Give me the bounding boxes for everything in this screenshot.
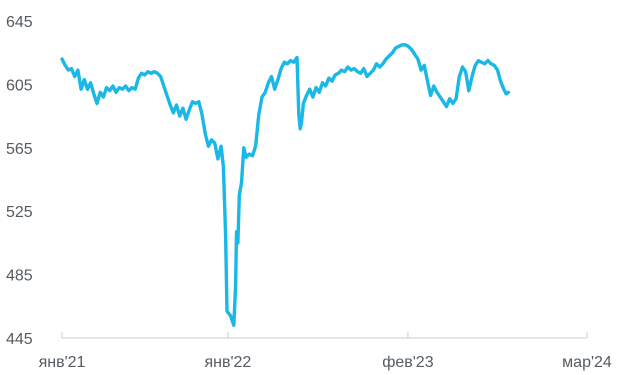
y-tick-label: 485	[6, 268, 33, 285]
x-tick-label: мар'24	[562, 354, 612, 371]
y-axis-ticks: 645 605 565 525 485 445	[6, 14, 33, 348]
y-tick-label: 645	[6, 14, 33, 31]
y-tick-label: 525	[6, 204, 33, 221]
y-tick-label: 565	[6, 141, 33, 158]
series-line	[60, 43, 511, 327]
x-tick-label: янв'22	[204, 354, 251, 371]
x-tick-label: фев'23	[382, 354, 434, 371]
y-tick-label: 445	[6, 331, 33, 348]
x-tick-label: янв'21	[39, 354, 86, 371]
x-axis: янв'21 янв'22 фев'23 мар'24	[39, 332, 612, 371]
y-tick-label: 605	[6, 77, 33, 94]
